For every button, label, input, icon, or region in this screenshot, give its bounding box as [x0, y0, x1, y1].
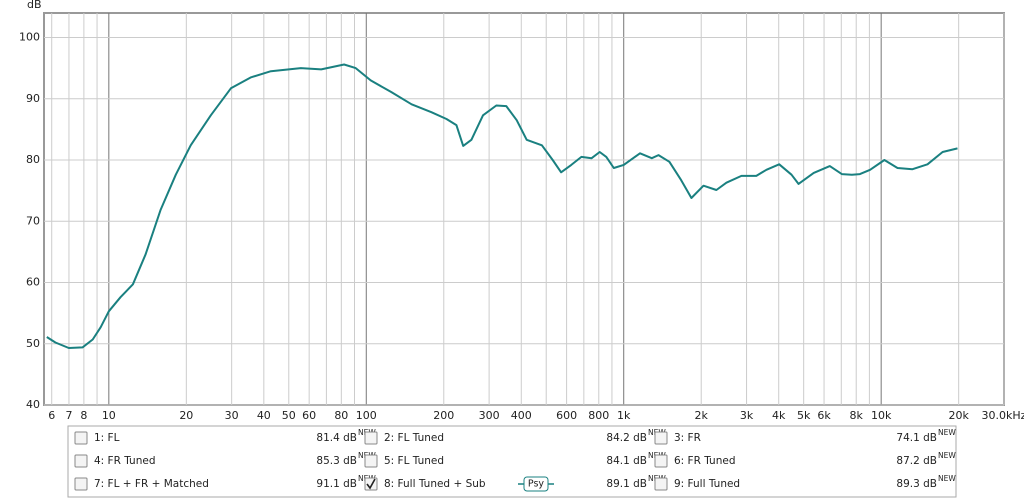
- x-tick-label: 2k: [695, 409, 709, 422]
- x-tick-label: 6k: [817, 409, 831, 422]
- data-line: [46, 63, 958, 349]
- y-tick-label: 70: [26, 214, 40, 227]
- x-tick-label: 30: [225, 409, 239, 422]
- legend-reading: 74.1 dB: [896, 432, 937, 444]
- y-tick-label: 60: [26, 276, 40, 289]
- legend-label: 3: FR: [674, 432, 701, 444]
- legend-label: 2: FL Tuned: [384, 432, 444, 444]
- y-tick-label: 80: [26, 153, 40, 166]
- legend-badge: NEW: [938, 451, 956, 460]
- y-axis-label: dB: [27, 0, 42, 11]
- legend-reading: 87.2 dB: [896, 455, 937, 467]
- legend-reading: 84.1 dB: [606, 455, 647, 467]
- psy-label: Psy: [528, 479, 545, 490]
- x-tick-label: 400: [511, 409, 532, 422]
- x-tick-label: 200: [433, 409, 454, 422]
- x-tick-label: 20: [179, 409, 193, 422]
- x-tick-label: 300: [479, 409, 500, 422]
- x-tick-label: 50: [282, 409, 296, 422]
- legend-reading: 85.3 dB: [316, 455, 357, 467]
- x-tick-label: 100: [356, 409, 377, 422]
- legend-reading: 84.2 dB: [606, 432, 647, 444]
- psy-box: [523, 476, 549, 492]
- x-tick-label: 10: [102, 409, 116, 422]
- legend: 1: FL 81.4 dB NEW 2: FL Tuned 84.2 dB NEW 3: F…: [74, 428, 956, 492]
- x-tick-label: 10k: [871, 409, 892, 422]
- legend-reading: 89.3 dB: [896, 478, 937, 490]
- y-tick-label: 90: [26, 92, 40, 105]
- x-tick-label: 3k: [740, 409, 754, 422]
- legend-label: 7: FL + FR + Matched: [94, 478, 209, 490]
- legend-label: 6: FR Tuned: [674, 455, 735, 467]
- x-tick-label: 80: [334, 409, 348, 422]
- y-tick-label: 50: [26, 337, 40, 350]
- legend-label: 9: Full Tuned: [674, 478, 740, 490]
- legend-checkbox[interactable]: [654, 477, 668, 491]
- x-tick-label: 5k: [797, 409, 811, 422]
- y-tick-label: 40: [26, 398, 40, 411]
- checkmark: [366, 478, 376, 490]
- x-tick-label: 8: [80, 409, 87, 422]
- x-tick-label: 20k: [948, 409, 969, 422]
- x-tick-label: 7: [65, 409, 72, 422]
- legend-checkbox[interactable]: [74, 477, 88, 491]
- legend-checkbox[interactable]: [364, 431, 378, 445]
- plot-area: [43, 12, 1005, 406]
- x-tick-label: 40: [257, 409, 271, 422]
- x-tick-label: 30.0kHz: [982, 409, 1024, 422]
- x-tick-label: 6: [48, 409, 55, 422]
- x-tick-label: 4k: [772, 409, 786, 422]
- legend-label: 1: FL: [94, 432, 120, 444]
- legend-checkbox[interactable]: [364, 454, 378, 468]
- legend-checkbox[interactable]: [74, 454, 88, 468]
- legend-label: 8: Full Tuned + Sub: [384, 478, 486, 490]
- x-tick-label: 600: [556, 409, 577, 422]
- legend-checkbox[interactable]: [74, 431, 88, 445]
- legend-panel: [67, 425, 957, 498]
- legend-label: 5: FL Tuned: [384, 455, 444, 467]
- legend-badge: NEW: [938, 428, 956, 437]
- x-tick-label: 8k: [850, 409, 864, 422]
- x-tick-label: 60: [302, 409, 316, 422]
- legend-label: 4: FR Tuned: [94, 455, 155, 467]
- legend-checkbox[interactable]: [654, 431, 668, 445]
- x-tick-label: 1k: [617, 409, 631, 422]
- y-tick-label: 100: [19, 31, 40, 44]
- legend-checkbox[interactable]: [654, 454, 668, 468]
- x-tick-label: 800: [588, 409, 609, 422]
- legend-reading: 91.1 dB: [316, 478, 357, 490]
- legend-reading: 89.1 dB: [606, 478, 647, 490]
- legend-reading: 81.4 dB: [316, 432, 357, 444]
- legend-badge: NEW: [938, 474, 956, 483]
